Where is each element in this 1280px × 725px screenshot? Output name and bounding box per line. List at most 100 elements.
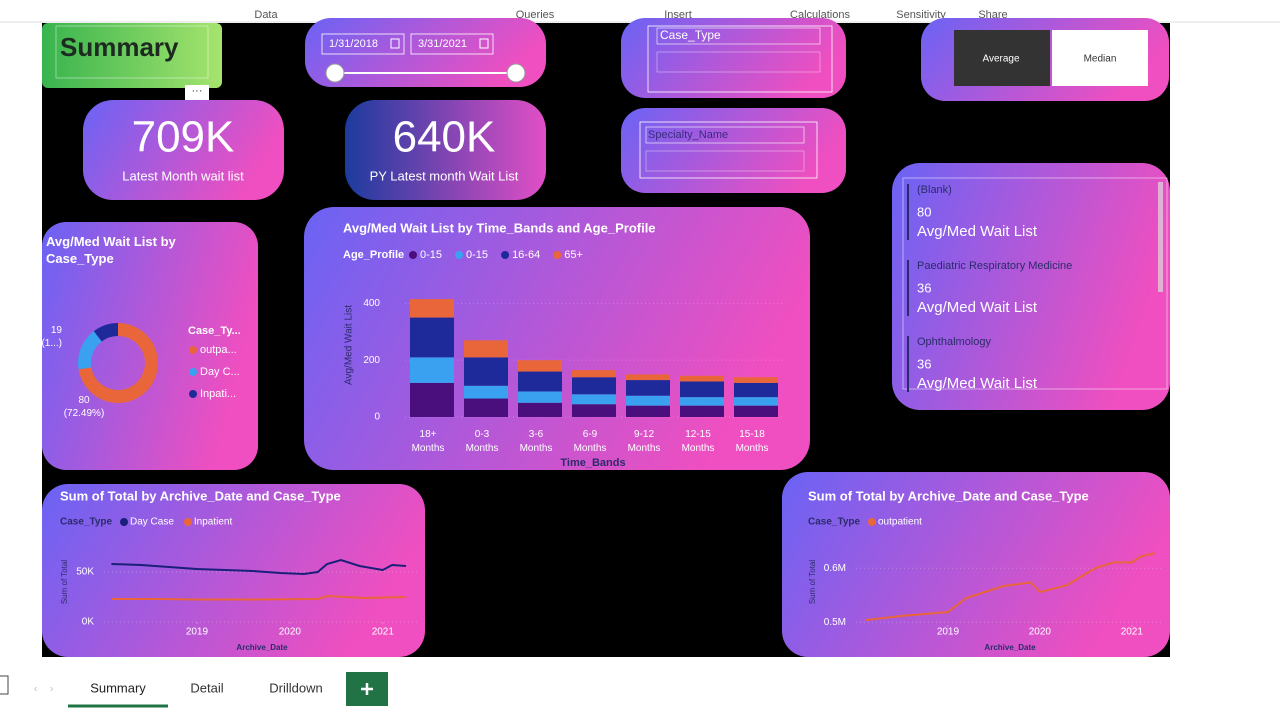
ribbon-tab[interactable]: Calculations xyxy=(790,9,850,21)
toggle-average[interactable] xyxy=(954,30,1050,86)
kpi-card xyxy=(83,100,284,200)
chart-title: Avg/Med Wait List by Time_Bands and Age_… xyxy=(343,220,656,235)
ribbon-tab[interactable]: Queries xyxy=(516,9,555,21)
kpi-label: Latest Month wait list xyxy=(122,168,244,183)
legend-label: Day Case xyxy=(130,517,174,528)
scrollbar[interactable] xyxy=(1158,182,1163,292)
bar-segment xyxy=(734,382,778,398)
bar-segment xyxy=(572,377,616,395)
more-icon[interactable]: ··· xyxy=(192,85,203,97)
chart-panel xyxy=(304,207,810,470)
tab-bar xyxy=(0,660,1280,720)
y-tick-label: 0K xyxy=(82,617,95,628)
bar-segment xyxy=(410,317,454,358)
slicer-frame xyxy=(647,25,833,93)
legend-label: 0-15 xyxy=(420,249,442,261)
kpi-card xyxy=(345,100,546,200)
list: (Blank) 80 Avg/Med Wait List Paediatric Res… xyxy=(907,184,1072,392)
chart-panel xyxy=(782,472,1170,657)
nav-icon[interactable] xyxy=(0,675,9,695)
toggle-median[interactable] xyxy=(1052,30,1148,86)
legend-label: Inpati... xyxy=(200,388,236,400)
date-box[interactable] xyxy=(321,33,405,55)
ribbon-tab[interactable]: Sensitivity xyxy=(896,9,946,21)
ribbon xyxy=(0,0,1280,22)
bar-segment xyxy=(680,397,724,406)
legend-label: outpatient xyxy=(878,517,922,528)
slicer-title: Specialty_Name xyxy=(648,129,728,141)
bar-segment xyxy=(410,357,454,383)
x-tick-label: 18+ Months xyxy=(412,429,445,454)
list-item-name: (Blank) xyxy=(917,184,952,196)
x-tick-label: 2020 xyxy=(279,627,302,638)
chart-title: Sum of Total by Archive_Date and Case_Ty… xyxy=(60,488,341,503)
legend-swatch xyxy=(120,518,128,526)
y-tick-label: 0 xyxy=(374,412,380,423)
nav-prev[interactable]: ‹ xyxy=(34,684,37,695)
more-button[interactable] xyxy=(185,85,209,101)
data-label: 19 (1...) xyxy=(41,325,62,349)
toggle-label[interactable]: Median xyxy=(1084,54,1117,65)
donut-segment xyxy=(78,323,158,403)
ribbon-tab[interactable]: Data xyxy=(254,9,278,21)
tab-active[interactable] xyxy=(68,670,168,706)
bar-segment xyxy=(518,371,562,392)
x-tick-label: 3-6 Months xyxy=(520,429,553,454)
calendar-icon[interactable] xyxy=(390,38,400,49)
bar-segment xyxy=(734,405,778,417)
ribbon-tab[interactable]: Insert xyxy=(664,9,692,21)
toggle-label[interactable]: Average xyxy=(982,54,1020,65)
calendar-icon[interactable] xyxy=(479,38,489,49)
slicer-frame xyxy=(639,121,818,179)
slicer-header[interactable] xyxy=(656,27,821,45)
bar-segment xyxy=(518,391,562,403)
tab[interactable]: Summary xyxy=(90,680,146,695)
line xyxy=(111,558,407,576)
end-date[interactable]: 3/31/2021 xyxy=(418,38,467,50)
slider-handle[interactable] xyxy=(325,63,345,83)
bar-segment xyxy=(680,381,724,398)
chart-title: Sum of Total by Archive_Date and Case_Ty… xyxy=(808,488,1089,503)
legend-title: Case_Type xyxy=(60,517,113,528)
slider-handle[interactable] xyxy=(506,63,526,83)
legend-swatch xyxy=(189,390,197,398)
bar-segment xyxy=(572,404,616,417)
add-icon[interactable] xyxy=(361,683,373,695)
list-item-label: Avg/Med Wait List xyxy=(917,299,1038,316)
legend-swatch xyxy=(409,251,417,259)
legend-label: Inpatient xyxy=(194,517,233,528)
bar-segment xyxy=(464,398,508,417)
bar-segment xyxy=(518,360,562,372)
slicer-header[interactable] xyxy=(645,126,805,144)
list-item-label: Avg/Med Wait List xyxy=(917,223,1038,240)
tab[interactable]: Detail xyxy=(190,680,223,695)
x-tick-label: 2021 xyxy=(372,627,395,638)
bar-segment xyxy=(626,380,670,396)
x-tick-label: 2019 xyxy=(186,627,209,638)
chart-title: Avg/Med Wait List by Case_Type xyxy=(46,234,177,266)
list-frame xyxy=(902,177,1168,390)
selection xyxy=(55,25,209,79)
date-box[interactable] xyxy=(410,33,494,55)
list-item-value: 36 xyxy=(917,280,931,295)
bar-segment xyxy=(572,394,616,405)
y-tick-label: 0.5M xyxy=(824,617,846,628)
y-axis-label: Sum of Total xyxy=(808,560,817,605)
slicer-dropdown[interactable] xyxy=(645,150,805,172)
bar-segment xyxy=(734,397,778,406)
legend-label: outpa... xyxy=(200,344,237,356)
x-tick-label: 0-3 Months xyxy=(466,429,499,454)
slicer-dropdown[interactable] xyxy=(656,51,821,73)
ribbon-tab[interactable]: Share xyxy=(978,9,1007,21)
start-date[interactable]: 1/31/2018 xyxy=(329,38,378,50)
tab[interactable]: Drilldown xyxy=(269,680,322,695)
nav-next[interactable]: › xyxy=(50,684,53,695)
kpi-label: PY Latest month Wait List xyxy=(370,168,519,183)
list-item-value: 36 xyxy=(917,356,931,371)
bar-segment xyxy=(572,370,616,378)
line xyxy=(111,594,407,601)
donut-segment xyxy=(93,323,118,342)
y-tick-label: 200 xyxy=(363,355,380,366)
bar-segment xyxy=(464,340,508,358)
